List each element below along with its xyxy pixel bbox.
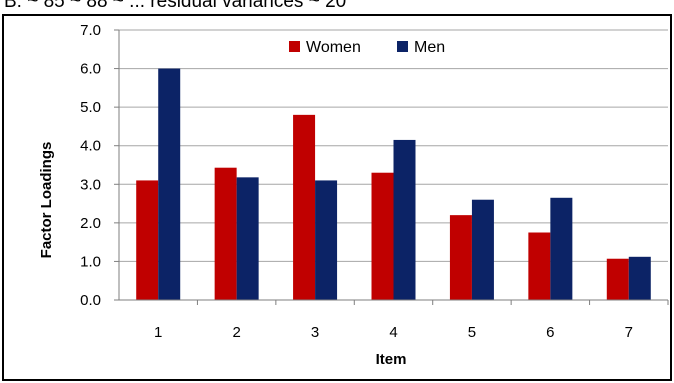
bars [136, 68, 651, 300]
x-tick-label: 2 [232, 324, 240, 341]
bar-women-item-1 [136, 180, 159, 300]
y-tick-label: 7.0 [80, 22, 101, 39]
y-tick-label: 4.0 [80, 138, 101, 155]
x-tick-label: 7 [625, 324, 633, 341]
bar-women-item-7 [606, 258, 629, 300]
bar-men-item-1 [158, 68, 181, 300]
y-tick-label: 1.0 [80, 253, 101, 270]
bar-women-item-3 [293, 114, 316, 300]
bar-men-item-3 [315, 180, 338, 300]
bar-men-item-6 [550, 197, 573, 300]
y-tick-label: 2.0 [80, 215, 101, 232]
y-axis-title: Factor Loadings [38, 142, 55, 259]
legend-label-men: Men [414, 39, 445, 56]
legend-swatch-women [289, 41, 300, 52]
y-tick-label: 6.0 [80, 61, 101, 78]
x-tick-label: 4 [389, 324, 397, 341]
bar-men-item-2 [236, 177, 259, 300]
bar-men-item-5 [471, 199, 494, 300]
x-tick-label: 3 [311, 324, 319, 341]
bar-women-item-6 [528, 232, 551, 300]
legend-swatch-men [397, 41, 408, 52]
y-tick-label: 0.0 [80, 292, 101, 309]
header-strip: B: ~ 85 ~ 88 ~ ... residual variances ~ … [2, 0, 674, 14]
legend-label-women: Women [306, 39, 361, 56]
legend: Women Men [289, 39, 445, 56]
bar-men-item-4 [393, 139, 416, 300]
bar-men-item-7 [628, 256, 651, 300]
bar-women-item-2 [214, 167, 237, 300]
y-tick-label: 3.0 [80, 176, 101, 193]
axes: 0.0 1.0 2.0 3.0 4.0 5.0 6.0 7.0 1 2 3 4 5 6 7 [80, 22, 669, 341]
x-tick-label: 5 [468, 324, 476, 341]
bar-women-item-5 [449, 215, 472, 300]
x-axis-title: Item [376, 351, 407, 368]
x-tick-label: 1 [154, 324, 162, 341]
y-tick-label: 5.0 [80, 99, 101, 116]
chart-frame [2, 14, 672, 381]
x-tick-label: 6 [546, 324, 554, 341]
header-text: B: ~ 85 ~ 88 ~ ... residual variances ~ … [4, 0, 347, 12]
bar-women-item-4 [371, 172, 394, 300]
